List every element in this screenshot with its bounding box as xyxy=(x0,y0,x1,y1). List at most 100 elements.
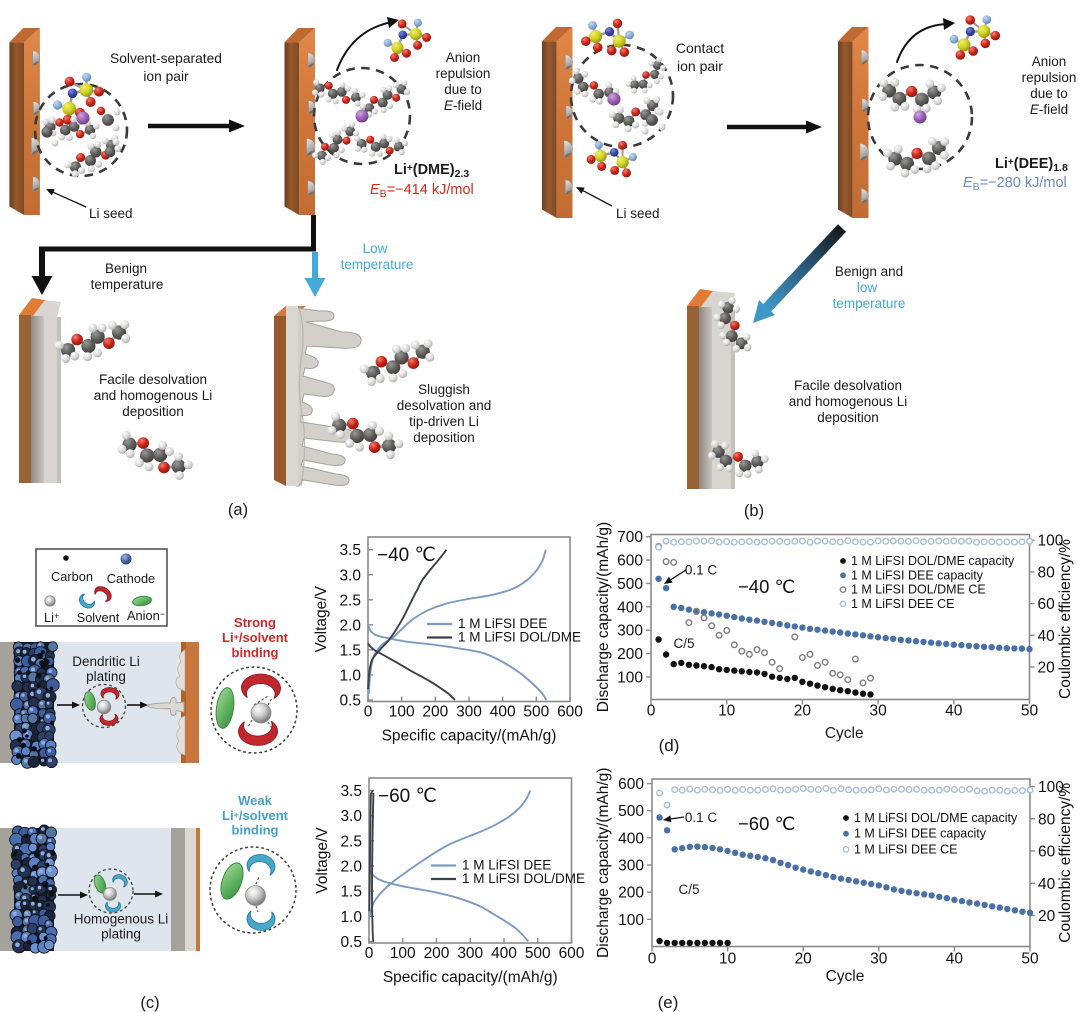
svg-text:EB=−280 kJ/mol: EB=−280 kJ/mol xyxy=(963,175,1067,193)
svg-text:20: 20 xyxy=(794,703,812,720)
svg-text:Coulombic efficiency/%: Coulombic efficiency/% xyxy=(1057,539,1074,699)
svg-text:Facile desolvation: Facile desolvation xyxy=(99,372,207,387)
svg-text:temperature: temperature xyxy=(833,296,906,311)
svg-text:Cycle: Cycle xyxy=(826,968,865,985)
svg-text:0.1 C: 0.1 C xyxy=(685,563,718,578)
svg-text:deposition: deposition xyxy=(122,404,184,419)
svg-text:1.0: 1.0 xyxy=(339,667,361,684)
svg-text:Weak: Weak xyxy=(238,793,272,808)
svg-text:80: 80 xyxy=(1038,811,1056,828)
svg-text:500: 500 xyxy=(525,945,551,962)
svg-text:40: 40 xyxy=(1038,876,1056,893)
svg-text:2.0: 2.0 xyxy=(339,617,361,634)
svg-text:Cathode: Cathode xyxy=(107,571,155,586)
svg-text:100: 100 xyxy=(390,945,416,962)
svg-text:100: 100 xyxy=(617,669,643,686)
svg-text:0: 0 xyxy=(364,704,373,721)
svg-text:60: 60 xyxy=(1038,844,1056,861)
svg-text:1 M LiFSI DOL/DME: 1 M LiFSI DOL/DME xyxy=(462,871,585,886)
svg-text:due to: due to xyxy=(1030,86,1068,101)
svg-text:deposition: deposition xyxy=(817,410,879,425)
svg-text:C/5: C/5 xyxy=(678,882,699,897)
svg-text:ion pair: ion pair xyxy=(143,69,189,84)
svg-text:E-field: E-field xyxy=(444,98,482,113)
svg-text:300: 300 xyxy=(457,945,483,962)
svg-text:Solvent: Solvent xyxy=(77,610,120,625)
svg-text:40: 40 xyxy=(945,703,963,720)
svg-text:Facile desolvation: Facile desolvation xyxy=(794,378,902,393)
svg-text:1 M LiFSI DOL/DME capacity: 1 M LiFSI DOL/DME capacity xyxy=(854,811,1018,825)
svg-text:(e): (e) xyxy=(658,993,679,1012)
svg-text:(a): (a) xyxy=(228,501,248,519)
svg-text:Anion: Anion xyxy=(446,50,481,65)
svg-text:600: 600 xyxy=(618,776,644,793)
svg-text:Li seed: Li seed xyxy=(616,206,660,221)
svg-text:10: 10 xyxy=(719,951,737,968)
svg-text:100: 100 xyxy=(389,704,415,721)
svg-text:temperature: temperature xyxy=(341,257,414,272)
svg-text:Specific capacity/(mAh/g): Specific capacity/(mAh/g) xyxy=(383,969,558,986)
svg-text:Carbon: Carbon xyxy=(51,569,93,584)
svg-text:Li+: Li+ xyxy=(44,610,59,625)
svg-text:Coulombic efficiency/%: Coulombic efficiency/% xyxy=(1057,783,1074,943)
svg-text:repulsion: repulsion xyxy=(1022,70,1077,85)
svg-text:due to: due to xyxy=(444,82,482,97)
svg-text:1 M LiFSI DEE: 1 M LiFSI DEE xyxy=(462,858,551,873)
svg-text:100: 100 xyxy=(1038,533,1064,550)
svg-text:Li+/solvent: Li+/solvent xyxy=(222,808,289,823)
svg-text:50: 50 xyxy=(1021,951,1039,968)
svg-text:deposition: deposition xyxy=(413,430,475,445)
svg-text:20: 20 xyxy=(1038,908,1056,925)
svg-text:3.5: 3.5 xyxy=(339,542,361,559)
svg-text:400: 400 xyxy=(491,945,517,962)
svg-text:80: 80 xyxy=(1038,564,1056,581)
svg-text:plating: plating xyxy=(101,927,141,942)
svg-text:700: 700 xyxy=(617,529,643,546)
svg-text:20: 20 xyxy=(795,951,813,968)
svg-text:300: 300 xyxy=(456,704,482,721)
svg-text:600: 600 xyxy=(617,553,643,570)
svg-text:200: 200 xyxy=(617,646,643,663)
svg-text:1 M LiFSI DOL/DME CE: 1 M LiFSI DOL/DME CE xyxy=(851,583,986,597)
svg-text:Contact: Contact xyxy=(676,40,724,56)
svg-text:400: 400 xyxy=(617,599,643,616)
svg-text:30: 30 xyxy=(870,951,888,968)
svg-text:repulsion: repulsion xyxy=(436,66,491,81)
svg-text:Anion: Anion xyxy=(1032,54,1067,69)
svg-text:3.0: 3.0 xyxy=(340,808,362,825)
svg-text:50: 50 xyxy=(1021,703,1039,720)
svg-text:binding: binding xyxy=(232,645,279,660)
svg-text:Sluggish: Sluggish xyxy=(418,382,470,397)
svg-text:E-field: E-field xyxy=(1030,102,1068,117)
svg-text:3.5: 3.5 xyxy=(340,783,362,800)
svg-text:(b): (b) xyxy=(744,502,764,520)
svg-text:200: 200 xyxy=(424,945,450,962)
svg-text:Voltage/V: Voltage/V xyxy=(313,585,330,652)
svg-text:−40 ℃: −40 ℃ xyxy=(738,576,796,597)
svg-text:−40 ℃: −40 ℃ xyxy=(377,545,436,566)
svg-text:plating: plating xyxy=(86,669,126,684)
svg-text:temperature: temperature xyxy=(91,277,164,292)
svg-text:1 M LiFSI DEE CE: 1 M LiFSI DEE CE xyxy=(854,842,958,856)
svg-text:1 M LiFSI DOL/DME capacity: 1 M LiFSI DOL/DME capacity xyxy=(851,554,1015,568)
svg-text:Anion−: Anion− xyxy=(127,608,165,623)
svg-text:Discharge capacity/(mAh/g): Discharge capacity/(mAh/g) xyxy=(595,522,612,712)
svg-text:30: 30 xyxy=(869,703,887,720)
svg-text:Strong: Strong xyxy=(234,615,276,630)
svg-text:tip-driven Li: tip-driven Li xyxy=(409,414,479,429)
svg-text:and homogenous Li: and homogenous Li xyxy=(94,388,213,403)
svg-text:20: 20 xyxy=(1038,660,1056,677)
svg-text:Homogenous Li: Homogenous Li xyxy=(74,912,169,927)
svg-text:400: 400 xyxy=(618,830,644,847)
svg-text:ion pair: ion pair xyxy=(677,58,723,74)
svg-text:0.1 C: 0.1 C xyxy=(685,810,718,825)
svg-text:100: 100 xyxy=(1038,779,1064,796)
svg-text:500: 500 xyxy=(618,803,644,820)
svg-text:0: 0 xyxy=(647,703,656,720)
svg-text:desolvation and: desolvation and xyxy=(397,398,492,413)
svg-text:Li+(DME)2.3: Li+(DME)2.3 xyxy=(394,162,469,180)
svg-text:60: 60 xyxy=(1038,596,1056,613)
svg-text:(d): (d) xyxy=(659,736,680,755)
svg-text:Voltage/V: Voltage/V xyxy=(314,827,331,894)
svg-text:2.0: 2.0 xyxy=(340,859,362,876)
